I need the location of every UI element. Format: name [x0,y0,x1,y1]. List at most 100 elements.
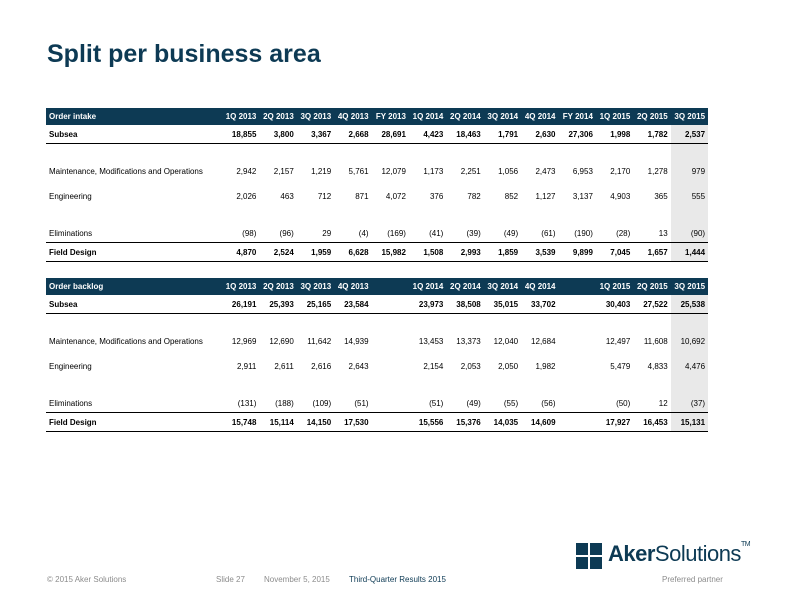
table-cell: 10,692 [670,329,709,354]
logo-mark-icon [576,543,602,569]
table-cell: 1,219 [311,167,332,176]
table-cell: 5,761 [348,167,369,176]
table-row: Engineering 2,911 2,611 2,616 2,643 2,15… [46,354,709,379]
table-cell: 3,539 [521,242,559,262]
table-cell: (51) [334,394,372,413]
table-cell: 3,367 [296,125,335,144]
table-cell: 1,127 [535,192,556,201]
table-cell: 2,537 [670,125,709,144]
table-cell: 13,453 [418,337,444,346]
table-cell: 6,628 [334,242,372,262]
header-cell: 1Q 2015 [595,278,634,295]
header-cell: 2Q 2015 [633,108,671,125]
table-cell: 11,642 [307,337,332,346]
row-label: Maintenance, Modifications and Operation… [49,337,203,346]
table-cell: (49) [483,224,522,243]
table-row: Maintenance, Modifications and Operation… [46,159,709,184]
table-cell: 2,473 [535,167,556,176]
table-cell: (169) [371,224,409,243]
table-cell: 12,040 [493,337,519,346]
header-cell: 1Q 2015 [595,108,634,125]
table-cell [372,329,409,354]
table-row: Engineering 2,026 463 712 871 4,072 376 … [46,184,709,209]
row-label: Engineering [49,362,92,371]
table-cell: 376 [429,192,444,201]
table-cell: 26,191 [222,295,260,314]
table-cell: 2,154 [423,362,444,371]
header-cell: 3Q 2015 [670,108,709,125]
table-cell: 1,782 [633,125,671,144]
table-header-row: Order backlog 1Q 2013 2Q 2013 3Q 2013 4Q… [46,278,709,295]
header-cell: 2Q 2015 [633,278,671,295]
logo-wordmark: AkerSolutionsTM [608,541,751,566]
header-cell: 4Q 2013 [334,278,372,295]
table-cell: (50) [595,394,634,413]
row-label: Subsea [46,125,222,144]
table-cell: (39) [446,224,484,243]
header-cell: 4Q 2014 [521,278,559,295]
header-cell [558,278,596,295]
order-intake-table: Order intake 1Q 2013 2Q 2013 3Q 2013 4Q … [46,108,709,262]
table-cell: 35,015 [483,295,522,314]
table-cell: 4,870 [222,242,260,262]
table-cell: 555 [670,184,709,209]
table-cell: (190) [558,224,596,243]
table-cell: 28,691 [371,125,409,144]
table-cell: 1,508 [408,242,447,262]
table-cell: 25,165 [296,295,335,314]
table-cell: 25,538 [670,295,709,314]
table-cell: 2,053 [460,362,481,371]
table-cell: 11,608 [643,337,668,346]
table-cell: 2,993 [446,242,484,262]
row-label: Field Design [46,412,222,432]
table-row: Field Design 4,870 2,524 1,959 6,628 15,… [46,242,709,262]
table-cell: 1,278 [647,167,668,176]
table-cell [372,354,409,379]
table-cell: 2,170 [610,167,631,176]
header-cell: 2Q 2013 [259,108,297,125]
table-cell: 12,497 [605,337,631,346]
table-cell: 1,998 [595,125,634,144]
header-cell: Order backlog [46,278,222,295]
table-cell: 12,690 [269,337,294,346]
table-cell: 18,855 [222,125,260,144]
row-label: Subsea [46,295,222,314]
table-cell: 4,903 [610,192,631,201]
table-cell: 30,403 [595,295,634,314]
table-row: Field Design 15,748 15,114 14,150 17,530… [46,412,709,432]
row-label: Field Design [46,242,222,262]
header-cell: 1Q 2013 [222,278,260,295]
table-cell: 2,942 [236,167,257,176]
footer-copyright: © 2015 Aker Solutions [47,575,127,584]
table-cell: 13 [633,224,671,243]
table-cell: 2,524 [259,242,297,262]
row-label: Engineering [49,192,92,201]
table-cell: 14,939 [344,337,369,346]
table-cell: 17,530 [334,412,372,432]
table-cell: 14,609 [521,412,559,432]
table-cell: 1,982 [535,362,556,371]
table-cell: 4,476 [670,354,709,379]
table-header-row: Order intake 1Q 2013 2Q 2013 3Q 2013 4Q … [46,108,709,125]
table-cell: (90) [670,224,709,243]
header-cell: 1Q 2014 [408,108,447,125]
header-cell: FY 2014 [558,108,596,125]
table-cell: 5,479 [610,362,631,371]
table-cell: 2,911 [236,362,257,371]
spacer-row [46,313,709,329]
table-cell: 1,173 [423,167,444,176]
table-cell: 2,630 [521,125,559,144]
table-cell: 852 [504,192,519,201]
table-cell: 871 [355,192,369,201]
table-cell: 712 [317,192,332,201]
table-row: Eliminations (98) (96) 29 (4) (169) (41)… [46,224,709,243]
table-cell [371,394,409,413]
header-cell: 3Q 2013 [296,278,335,295]
table-cell: 18,463 [446,125,484,144]
table-cell: 2,157 [273,167,294,176]
table-cell: 12 [633,394,671,413]
order-backlog-table: Order backlog 1Q 2013 2Q 2013 3Q 2013 4Q… [46,278,709,432]
header-cell [371,278,409,295]
table-row: Eliminations (131) (188) (109) (51) (51)… [46,394,709,413]
header-cell: FY 2013 [371,108,409,125]
